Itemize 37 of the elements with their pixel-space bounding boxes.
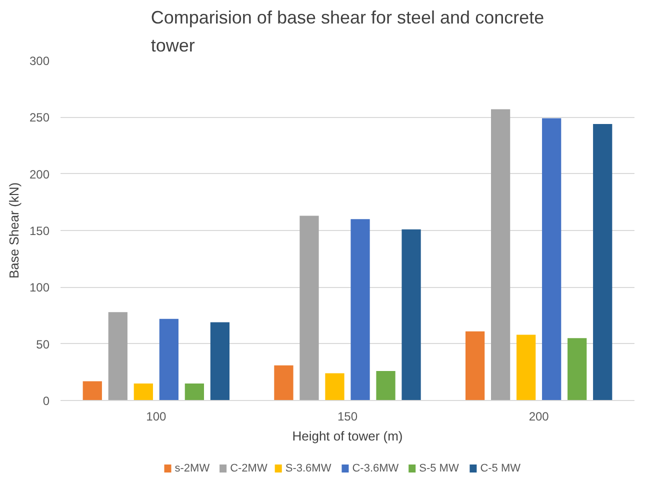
bar — [325, 373, 344, 400]
bar — [210, 322, 230, 400]
legend-label: S-3.6MW — [285, 462, 332, 474]
bar — [491, 109, 510, 400]
x-tick-label: 200 — [528, 410, 550, 424]
bar — [159, 318, 178, 400]
legend-label: C-3.6MW — [352, 462, 400, 474]
legend-label: s-2MW — [174, 462, 210, 474]
y-tick-label: 150 — [29, 224, 50, 238]
legend-label: S-5 MW — [419, 462, 460, 474]
y-axis-title: Base Shear (kN) — [6, 182, 22, 279]
chart-title: Comparision of base shear for steel and concrete tower — [150, 8, 544, 56]
legend-label: C-5 MW — [480, 462, 522, 474]
x-tick-label: 150 — [337, 410, 358, 424]
bar — [350, 219, 370, 400]
y-tick-label: 250 — [29, 110, 50, 125]
bar — [274, 365, 294, 400]
bar — [376, 371, 396, 400]
bar — [402, 229, 421, 400]
y-tick-label: 200 — [29, 167, 50, 182]
legend-label: C-2MW — [230, 462, 268, 474]
bar — [300, 216, 319, 400]
bar — [82, 381, 102, 400]
bar — [542, 118, 562, 400]
bar — [516, 334, 536, 400]
bar — [134, 384, 153, 400]
x-axis-title: Height of tower (m) — [292, 428, 403, 444]
y-tick-label: 0 — [42, 394, 50, 408]
bar — [465, 331, 485, 400]
x-tick-label: 100 — [146, 410, 167, 424]
bar — [184, 384, 204, 400]
y-tick-label: 100 — [29, 280, 50, 295]
bar — [593, 124, 612, 400]
bar — [568, 338, 587, 400]
y-tick-label: 50 — [36, 337, 50, 352]
bar — [108, 312, 128, 400]
y-tick-label: 300 — [29, 54, 50, 68]
